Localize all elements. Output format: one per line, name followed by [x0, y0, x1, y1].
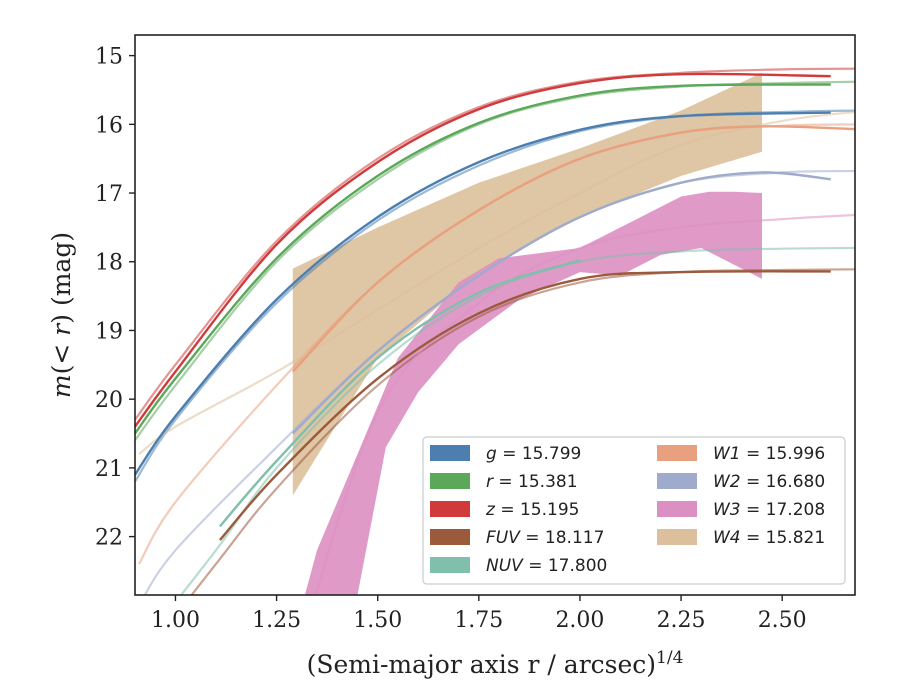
legend-label: g = 15.799: [486, 444, 581, 464]
legend-swatch: [430, 473, 470, 489]
plot-frame: [134, 34, 856, 596]
legend-box: [422, 436, 846, 585]
legend-label: W3 = 17.208: [713, 500, 825, 520]
band-w4: [292, 72, 762, 496]
legend-item-nuv: NUV = 17.800: [430, 556, 607, 576]
plot-area: [135, 67, 855, 595]
model-line-z: [135, 67, 855, 421]
legend-swatch: [430, 557, 470, 573]
x-tick-label: 1.50: [353, 608, 402, 633]
model-line-w3: [314, 213, 855, 595]
x-tick-label: 2.50: [758, 608, 807, 633]
x-tick-label: 1.00: [151, 608, 200, 633]
data-line-fuv: [218, 270, 831, 541]
data-line-z: [135, 72, 831, 428]
legend-swatch: [430, 501, 470, 517]
legend-label: FUV = 18.117: [486, 528, 604, 548]
model-line-nuv: [179, 246, 855, 595]
x-axis-label: (Semi-major axis r / arcsec)1/4: [307, 648, 684, 679]
data-line-g: [135, 111, 831, 476]
data-line-w1: [291, 125, 855, 373]
axes-ticks: 1.00 1.25 1.50 1.75 2.00 2.25 2.50 15 16 17 18 19 20…: [95, 45, 807, 633]
legend-label: W1 = 15.996: [713, 444, 825, 464]
model-line-w4: [138, 110, 855, 455]
data-line-w2: [291, 171, 831, 435]
data-line-r: [135, 83, 831, 435]
legend-item-z: z = 15.195: [430, 500, 579, 520]
legend-label: W4 = 15.821: [713, 528, 825, 548]
x-tick-label: 2.00: [555, 608, 604, 633]
legend-item-fuv: FUV = 18.117: [430, 528, 604, 548]
x-tick-label: 1.25: [252, 608, 301, 633]
legend-swatch: [430, 445, 470, 461]
legend-label: W2 = 16.680: [713, 472, 825, 492]
y-tick-label: 21: [95, 457, 123, 482]
legend-swatch: [657, 473, 697, 489]
y-tick-label: 15: [95, 45, 123, 70]
legend-item-g: g = 15.799: [430, 444, 581, 464]
legend-swatch: [657, 501, 697, 517]
x-tick-label: 2.25: [657, 608, 706, 633]
y-tick-label: 18: [95, 251, 123, 276]
y-tick-label: 22: [95, 526, 123, 551]
legend-item-w4: W4 = 15.821: [657, 528, 825, 548]
data-line-nuv: [218, 259, 581, 528]
y-axis-label: m(< r) (mag): [47, 232, 76, 398]
y-tick-label: 20: [95, 388, 123, 413]
y-tick-label: 16: [95, 113, 123, 138]
legend-label: z = 15.195: [485, 500, 579, 520]
x-tick-label: 1.75: [454, 608, 503, 633]
legend: g = 15.799 r = 15.381 z = 15.195 FUV = 18.1…: [422, 436, 846, 585]
legend-item-w1: W1 = 15.996: [657, 444, 825, 464]
legend-swatch: [657, 445, 697, 461]
y-tick-label: 17: [95, 182, 123, 207]
legend-item-w2: W2 = 16.680: [657, 472, 825, 492]
legend-label: NUV = 17.800: [486, 556, 607, 576]
legend-item-r: r = 15.381: [430, 472, 578, 492]
legend-label: r = 15.381: [486, 472, 578, 492]
legend-swatch: [657, 529, 697, 545]
y-tick-label: 19: [95, 319, 123, 344]
legend-swatch: [430, 529, 470, 545]
legend-item-w3: W3 = 17.208: [657, 500, 825, 520]
